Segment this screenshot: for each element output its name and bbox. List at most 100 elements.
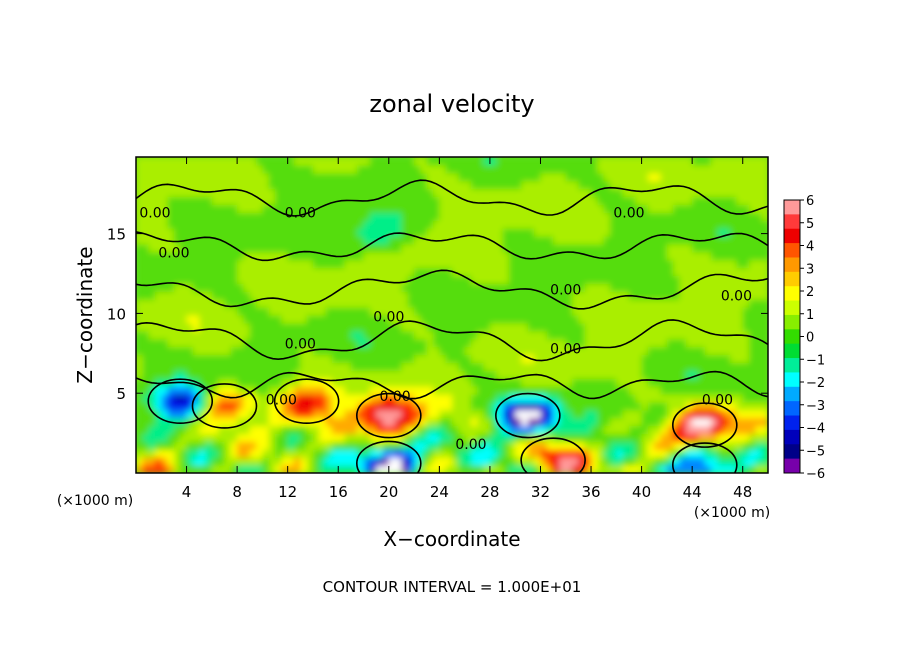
field-cell [369,283,377,292]
field-cell [584,457,592,466]
field-cell [622,362,630,371]
field-cell [559,362,567,371]
field-cell [382,425,390,435]
field-cell [357,441,365,450]
field-cell [205,378,213,387]
field-cell [167,338,175,348]
field-cell [167,196,175,205]
field-cell [489,394,497,403]
field-cell [515,299,523,308]
field-cell [730,243,737,253]
field-cell [692,378,700,387]
field-cell [673,228,681,237]
field-cell [761,204,768,213]
field-cell [262,275,270,284]
field-cell [540,433,548,442]
field-cell [388,291,396,300]
field-cell [395,417,403,427]
field-cell [704,354,712,363]
field-cell [142,386,150,395]
field-cell [578,228,586,237]
field-cell [654,417,662,427]
field-cell [426,409,434,419]
field-cell [268,172,276,182]
field-cell [376,204,384,213]
field-cell [546,457,554,466]
field-cell [294,157,301,166]
field-cell [420,228,428,237]
field-cell [616,338,624,348]
field-cell [635,228,643,237]
field-cell [275,243,282,253]
field-cell [660,370,668,379]
field-cell [489,409,497,419]
field-cell [654,394,662,403]
field-cell [654,346,662,356]
field-cell [287,354,295,363]
field-cell [584,417,592,427]
field-cell [730,417,737,427]
field-cell [186,164,194,174]
field-cell [464,394,472,403]
field-cell [338,188,346,198]
field-cell [167,188,175,198]
field-cell [382,346,390,356]
field-cell [401,354,409,363]
field-cell [730,354,737,363]
field-cell [243,236,251,245]
field-cell [704,251,712,261]
field-cell [755,362,763,371]
field-cell [704,457,712,466]
field-cell [275,362,282,371]
field-cell [464,457,472,466]
field-cell [275,346,282,356]
field-cell [584,378,592,387]
field-cell [268,236,276,245]
field-cell [679,251,687,261]
field-cell [515,196,523,205]
field-cell [622,449,630,458]
field-cell [647,243,655,253]
field-cell [679,370,687,379]
field-cell [489,243,497,253]
field-cell [540,457,548,466]
field-cell [344,307,352,316]
field-cell [350,188,358,198]
field-cell [660,457,668,466]
field-cell [420,180,428,190]
field-cell [603,228,611,237]
field-cell [685,204,693,213]
field-cell [357,330,365,340]
field-cell [628,228,636,237]
field-cell [363,307,371,316]
field-cell [237,457,245,466]
field-cell [243,157,251,166]
field-cell [148,291,156,300]
field-cell [565,433,573,442]
field-cell [616,346,624,356]
field-cell [515,338,523,348]
field-cell [521,267,529,277]
field-cell [294,283,301,292]
field-cell [230,164,238,174]
field-cell [319,157,327,166]
field-cell [376,465,384,473]
field-cell [395,204,403,213]
field-cell [136,409,143,419]
field-cell [496,425,504,435]
field-cell [420,236,428,245]
field-cell [685,362,693,371]
contour-line [136,179,768,217]
field-cell [584,354,592,363]
field-cell [395,315,403,324]
field-cell [154,330,162,340]
field-cell [363,172,371,182]
field-cell [382,322,390,332]
field-cell [546,449,554,458]
field-cell [142,228,150,237]
field-cell [654,330,662,340]
field-cell [616,275,624,284]
field-cell [281,330,289,340]
field-cell [192,338,200,348]
field-cell [616,188,624,198]
